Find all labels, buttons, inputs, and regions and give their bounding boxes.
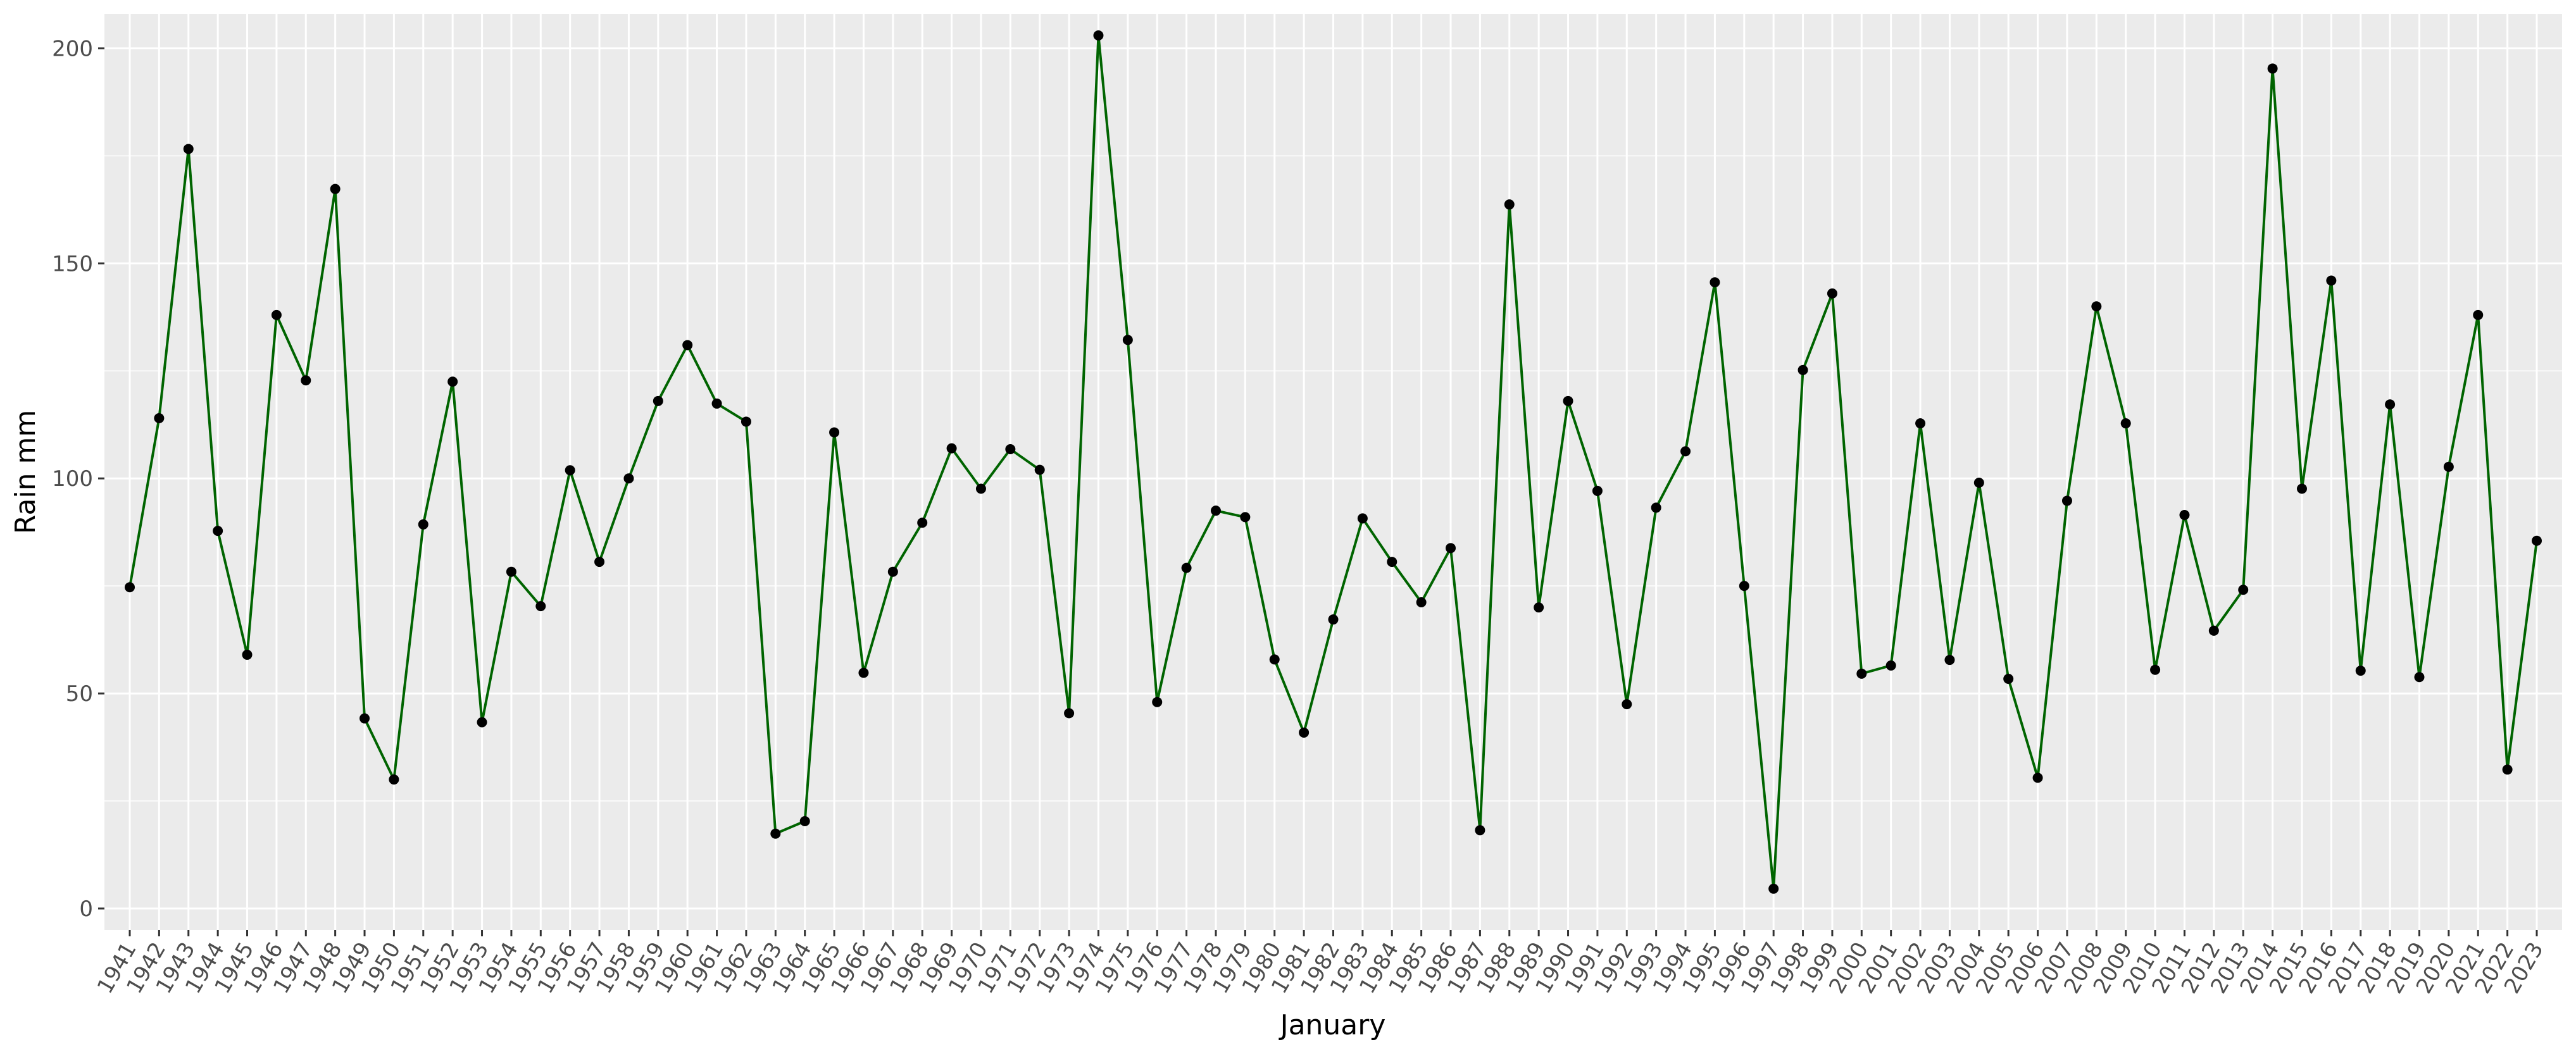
data-point [2473,309,2484,320]
data-point [799,816,810,827]
data-point [1534,602,1544,613]
data-point [1416,597,1427,607]
data-point [1446,543,1456,554]
data-point [565,465,575,476]
data-point [1299,727,1310,738]
data-point [477,717,487,728]
data-point [271,309,282,320]
y-tick-label: 150 [52,251,93,276]
data-point [1328,614,1339,625]
data-point [2003,673,2014,684]
data-point [1739,581,1749,592]
data-point [1915,418,1926,429]
data-point [2208,625,2219,636]
x-axis: 1941194219431944194519461947194819491950… [92,930,2549,998]
data-point [946,443,957,454]
data-point [447,376,458,387]
data-point [1827,288,1837,299]
data-point [623,473,634,484]
y-tick-label: 100 [52,466,93,492]
data-point [975,483,986,494]
y-tick-label: 200 [52,36,93,61]
data-point [917,518,928,528]
data-point [1504,199,1515,210]
data-point [887,566,898,577]
data-point [1563,395,1573,406]
data-point [1181,562,1192,573]
data-point [1944,655,1955,666]
data-point [2532,535,2542,546]
data-point [2443,461,2454,472]
data-point [2238,585,2249,595]
data-point [1034,464,1045,475]
data-point [1680,446,1691,457]
data-point [535,601,546,612]
data-point [1152,697,1163,707]
data-point [653,395,663,406]
data-point [829,427,840,438]
data-point [301,375,311,386]
data-point [242,649,253,660]
data-point [506,566,516,577]
data-point [1710,277,1720,288]
data-point [213,526,223,536]
data-point [125,582,135,593]
data-point [1768,883,1779,894]
data-point [154,413,165,424]
data-point [1856,668,1867,679]
data-point [1269,654,1280,665]
data-point [1798,364,1808,375]
x-axis-title: January [1279,1009,1386,1041]
data-point [389,774,399,785]
data-point [2091,301,2102,312]
data-point [711,398,722,409]
data-point [594,557,605,567]
data-point [1210,505,1221,516]
data-point [682,340,693,350]
data-point [1475,825,1485,836]
data-point [1005,443,1016,454]
data-point [2179,509,2190,520]
data-point [1387,557,1397,567]
data-point [2120,418,2131,429]
data-point [770,828,781,839]
data-point [858,667,869,678]
data-point [1357,513,1368,524]
y-axis: 0 50 100 150 200 [52,36,104,922]
data-point [183,144,194,154]
data-point [2032,772,2043,783]
major-gridlines [104,14,2562,930]
data-point [360,713,370,724]
data-point [1973,477,1984,488]
data-point [2385,399,2396,410]
data-point [2267,63,2278,74]
data-point [1122,335,1133,345]
data-point [330,183,341,194]
y-tick-label: 0 [79,896,93,922]
y-tick-label: 50 [66,681,93,707]
data-point [1885,660,1896,671]
data-point [1093,30,1104,40]
data-point [1592,485,1603,496]
y-axis-title: Rain mm [9,410,42,534]
data-point [2414,672,2425,683]
data-point [2061,495,2072,506]
data-point [1651,502,1661,513]
data-point [1240,512,1251,523]
data-point [1622,699,1632,710]
data-point [2150,664,2161,675]
data-point [418,519,428,530]
data-point [2326,275,2337,286]
data-point [1064,708,1075,719]
data-point [741,416,751,427]
data-point [2296,483,2307,494]
data-point [2355,666,2366,676]
data-points [125,30,2542,894]
data-point [2502,764,2513,775]
